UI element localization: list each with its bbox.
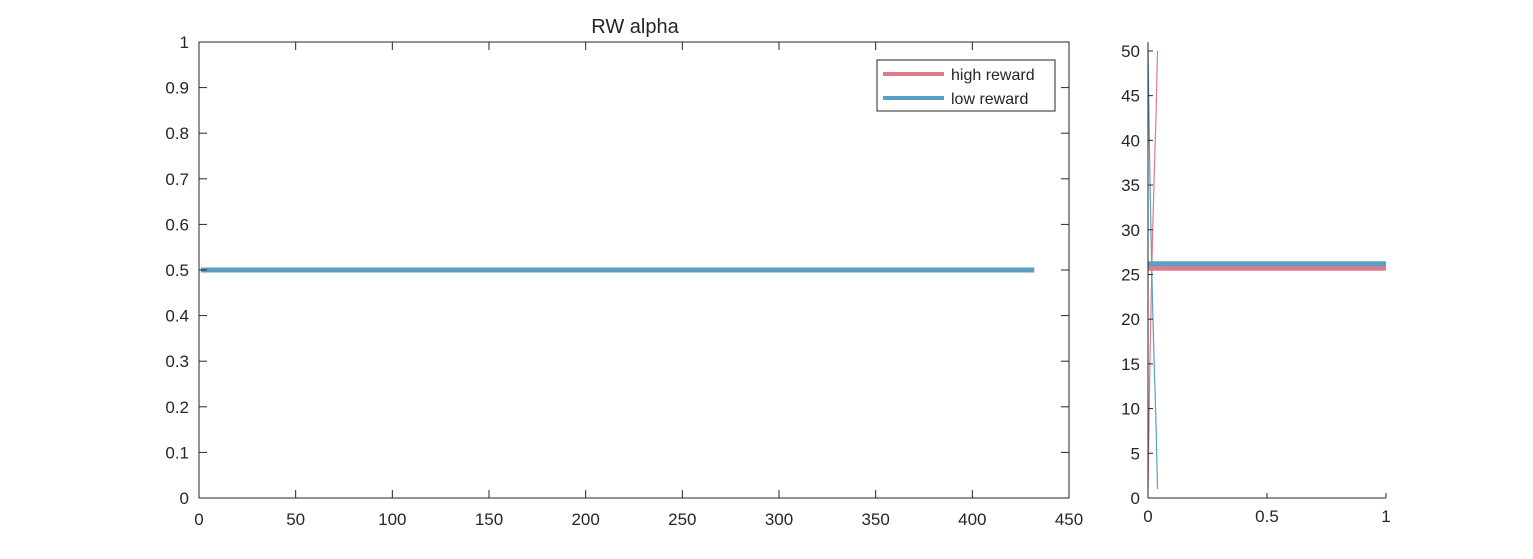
x-tick-label: 250 — [668, 510, 696, 529]
x-tick-label: 300 — [765, 510, 793, 529]
x-tick-label: 350 — [861, 510, 889, 529]
main-chart: RW alpha 0 50 100 150 200 250 300 350 400 450 0 0.1… — [165, 16, 1083, 529]
chart-title: RW alpha — [591, 16, 679, 38]
y-tick-label: 0.6 — [165, 215, 189, 234]
x-tick-label: 100 — [378, 510, 406, 529]
side-x-tick-label: 1 — [1381, 507, 1390, 526]
x-tick-label: 150 — [475, 510, 503, 529]
y-tick-label: 0.4 — [165, 307, 189, 326]
side-y-tick-label: 35 — [1121, 176, 1140, 195]
y-tick-label: 0.1 — [165, 443, 189, 462]
x-tick-label: 0 — [194, 510, 203, 529]
side-y-tick-label: 25 — [1121, 265, 1140, 284]
side-y-tick-label: 10 — [1121, 400, 1140, 419]
x-tick-label: 50 — [286, 510, 305, 529]
y-tick-label: 1 — [180, 33, 189, 52]
side-x-tick-label: 0.5 — [1255, 507, 1279, 526]
side-y-tick-label: 20 — [1121, 310, 1140, 329]
legend-box — [876, 59, 1056, 112]
y-tick-label: 0 — [180, 489, 189, 508]
side-x-tick-label: 0 — [1143, 507, 1152, 526]
x-tick-label: 200 — [571, 510, 599, 529]
legend-label-high-reward: high reward — [951, 67, 1035, 84]
y-tick-label: 0.5 — [165, 261, 189, 280]
side-y-tick-label: 30 — [1121, 221, 1140, 240]
side-y-tick-label: 15 — [1121, 355, 1140, 374]
y-tick-label: 0.3 — [165, 352, 189, 371]
legend: high reward low reward — [876, 59, 1056, 112]
y-tick-label: 0.8 — [165, 124, 189, 143]
y-tick-label: 0.9 — [165, 79, 189, 98]
side-y-tick-label: 5 — [1131, 444, 1140, 463]
side-y-tick-label: 40 — [1121, 131, 1140, 150]
side-y-tick-label: 0 — [1131, 489, 1140, 508]
side-y-tick-label: 45 — [1121, 87, 1140, 106]
y-tick-label: 0.2 — [165, 398, 189, 417]
x-tick-label: 450 — [1055, 510, 1083, 529]
y-tick-label: 0.7 — [165, 170, 189, 189]
legend-label-low-reward: low reward — [951, 91, 1028, 108]
side-y-tick-label: 50 — [1121, 42, 1140, 61]
x-tick-label: 400 — [958, 510, 986, 529]
side-series-group — [1147, 50, 1386, 490]
main-tick-group: 0 50 100 150 200 250 300 350 400 450 0 0.1 0.2 0.3 0.4… — [165, 33, 1083, 529]
